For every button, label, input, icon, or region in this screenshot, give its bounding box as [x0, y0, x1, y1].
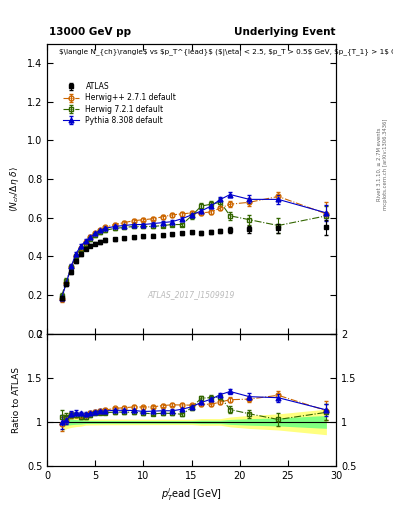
Text: ATLAS_2017_I1509919: ATLAS_2017_I1509919	[148, 290, 235, 299]
Text: 13000 GeV pp: 13000 GeV pp	[49, 27, 131, 37]
Text: mcplots.cern.ch [arXiv:1306.3436]: mcplots.cern.ch [arXiv:1306.3436]	[384, 118, 388, 209]
Text: Underlying Event: Underlying Event	[234, 27, 335, 37]
Legend: ATLAS, Herwig++ 2.7.1 default, Herwig 7.2.1 default, Pythia 8.308 default: ATLAS, Herwig++ 2.7.1 default, Herwig 7.…	[62, 82, 176, 125]
Y-axis label: $\langle N_{ch}/\Delta\eta\ \delta\rangle$: $\langle N_{ch}/\Delta\eta\ \delta\rangl…	[8, 166, 21, 211]
Y-axis label: Ratio to ATLAS: Ratio to ATLAS	[12, 367, 21, 433]
X-axis label: $p_T^l$ead [GeV]: $p_T^l$ead [GeV]	[161, 486, 222, 503]
Text: $\langle N_{ch}\rangle$ vs $p_T^{lead}$ ($|\eta| < 2.5, $p_T > 0.5$ GeV, $p_{T_1: $\langle N_{ch}\rangle$ vs $p_T^{lead}$ …	[59, 49, 393, 56]
Text: Rivet 3.1.10, ≥ 2.7M events: Rivet 3.1.10, ≥ 2.7M events	[377, 127, 382, 201]
